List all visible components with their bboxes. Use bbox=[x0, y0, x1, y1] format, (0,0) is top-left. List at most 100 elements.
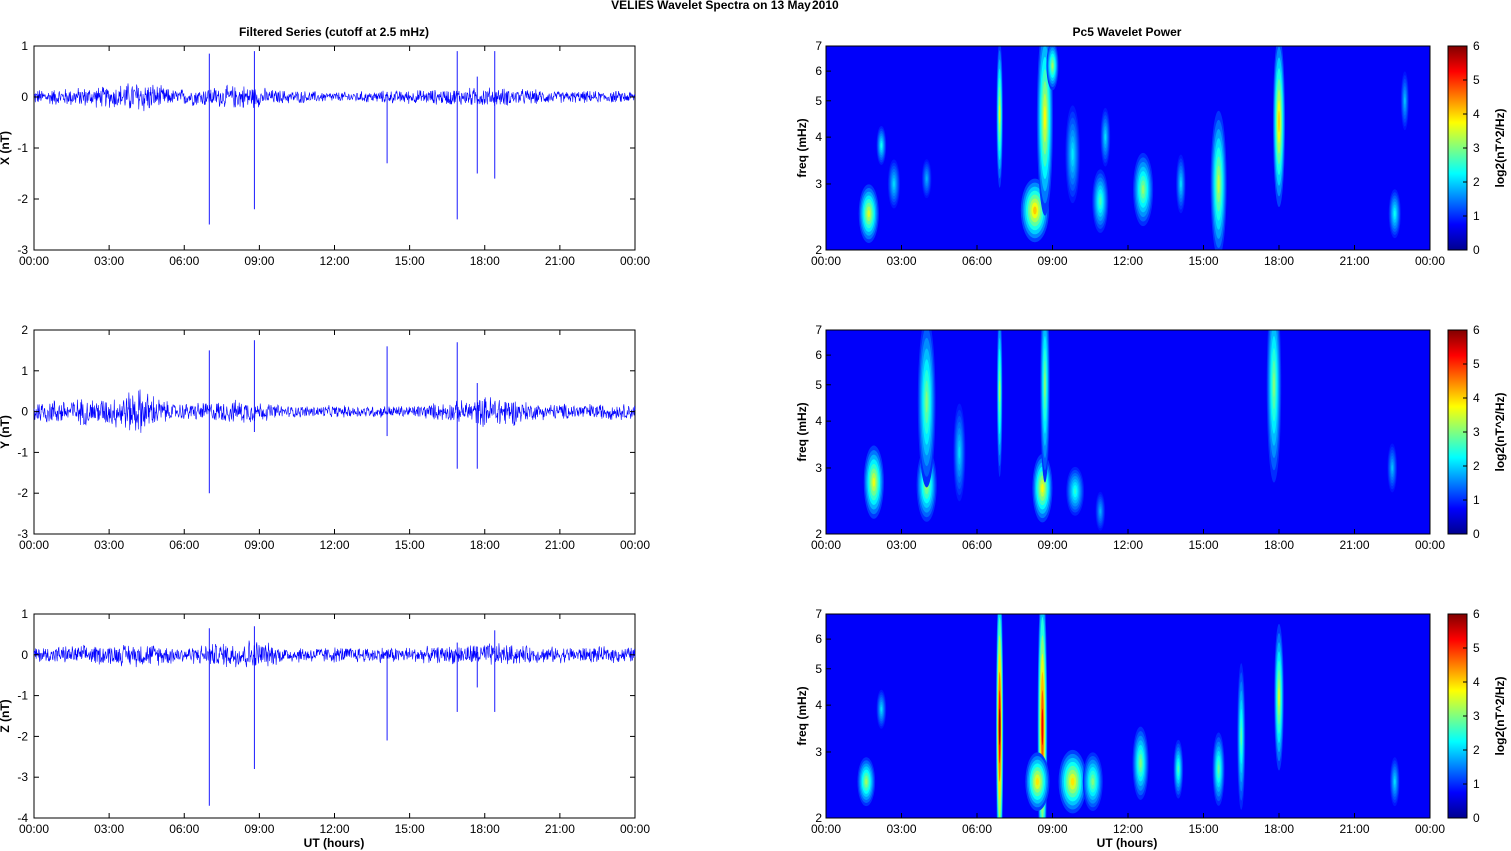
colorbar-tick-label: 3 bbox=[1473, 709, 1480, 723]
ytick-label: -2 bbox=[17, 486, 28, 500]
heatmap-blob bbox=[925, 391, 928, 413]
ytick-label: 3 bbox=[815, 177, 822, 191]
xtick-label: 00:00 bbox=[811, 538, 841, 552]
ytick-label: -2 bbox=[17, 729, 28, 743]
xtick-label: 03:00 bbox=[94, 254, 124, 268]
colorbar-tick-label: 5 bbox=[1473, 357, 1480, 371]
ytick-label: 6 bbox=[815, 632, 822, 646]
heatmap-blob bbox=[925, 176, 928, 182]
colorbar-tick-label: 2 bbox=[1473, 459, 1480, 473]
xtick-label: 00:00 bbox=[620, 538, 650, 552]
colorbar-tick-label: 6 bbox=[1473, 607, 1480, 621]
ytick-label: 7 bbox=[815, 323, 822, 337]
ytick-label: 2 bbox=[815, 811, 822, 825]
series-ylabel: X (nT) bbox=[0, 131, 12, 165]
xtick-label: 21:00 bbox=[545, 538, 575, 552]
ytick-label: -1 bbox=[17, 141, 28, 155]
heatmap-blob bbox=[1044, 372, 1046, 398]
colorbar-tick-label: 0 bbox=[1473, 811, 1480, 825]
heatmap-blob bbox=[1041, 483, 1044, 493]
heatmap-image bbox=[826, 330, 1430, 534]
xtick-label: 06:00 bbox=[169, 538, 199, 552]
colorbar-tick-label: 6 bbox=[1473, 323, 1480, 337]
heatmap-blob bbox=[1278, 110, 1280, 133]
heatmap-blob bbox=[1391, 464, 1394, 472]
xtick-label: 15:00 bbox=[1188, 822, 1218, 836]
colorbar-tick-label: 6 bbox=[1473, 39, 1480, 53]
xtick-label: 15:00 bbox=[395, 538, 425, 552]
xtick-label: 09:00 bbox=[1037, 254, 1067, 268]
colorbar-tick-label: 5 bbox=[1473, 73, 1480, 87]
heatmap-blob bbox=[1177, 765, 1180, 773]
heatmap-blob bbox=[1041, 708, 1044, 746]
xtick-label: 00:00 bbox=[19, 822, 49, 836]
xtick-label: 15:00 bbox=[1188, 254, 1218, 268]
heatmap-blob bbox=[1240, 727, 1243, 746]
series-ylabel: Y (nT) bbox=[0, 415, 12, 449]
ytick-label: 0 bbox=[21, 405, 28, 419]
heatmap-blob bbox=[865, 778, 868, 785]
colorbar-tick-label: 1 bbox=[1473, 493, 1480, 507]
xtick-label: 06:00 bbox=[169, 822, 199, 836]
heatmap-blob bbox=[958, 446, 961, 459]
ytick-label: 4 bbox=[815, 130, 822, 144]
xtick-label: 00:00 bbox=[1415, 822, 1445, 836]
heatmap-blob bbox=[1104, 133, 1107, 141]
ytick-label: 0 bbox=[21, 648, 28, 662]
xtick-label: 00:00 bbox=[19, 538, 49, 552]
xtick-label: 21:00 bbox=[1339, 538, 1369, 552]
xtick-label: 03:00 bbox=[94, 538, 124, 552]
colorbar-label: log2(nT^2/Hz) bbox=[1493, 676, 1507, 755]
xtick-label: 15:00 bbox=[395, 254, 425, 268]
heatmap-image bbox=[826, 614, 1430, 818]
xtick-label: 18:00 bbox=[470, 538, 500, 552]
heatmap-blob bbox=[998, 708, 1001, 746]
ytick-label: -4 bbox=[17, 811, 28, 825]
xtick-label: 18:00 bbox=[1264, 254, 1294, 268]
colorbar-tick-label: 3 bbox=[1473, 425, 1480, 439]
xtick-label: 12:00 bbox=[1113, 254, 1143, 268]
heatmap-blob bbox=[1404, 97, 1406, 105]
xtick-label: 09:00 bbox=[1037, 538, 1067, 552]
heatmap-blob bbox=[893, 180, 895, 188]
xtick-label: 21:00 bbox=[1339, 822, 1369, 836]
colorbar-tick-label: 3 bbox=[1473, 141, 1480, 155]
heatmap-blob bbox=[1141, 184, 1145, 195]
xtick-label: 00:00 bbox=[620, 822, 650, 836]
xtick-label: 18:00 bbox=[470, 254, 500, 268]
xtick-label: 12:00 bbox=[319, 254, 349, 268]
colorbar-tick-label: 1 bbox=[1473, 777, 1480, 791]
heatmap-blob bbox=[1043, 105, 1046, 131]
xtick-label: 03:00 bbox=[886, 538, 916, 552]
heatmap-blob bbox=[1139, 758, 1142, 768]
right-column-title: Pc5 Wavelet Power bbox=[1073, 25, 1182, 39]
heatmap-blob bbox=[1278, 688, 1280, 707]
xtick-label: 21:00 bbox=[545, 254, 575, 268]
heatmap-blob bbox=[1180, 180, 1182, 188]
xtick-label: 00:00 bbox=[620, 254, 650, 268]
xtick-label: 12:00 bbox=[319, 822, 349, 836]
colorbar-tick-label: 2 bbox=[1473, 175, 1480, 189]
ytick-label: 4 bbox=[815, 414, 822, 428]
xtick-label: 00:00 bbox=[1415, 538, 1445, 552]
heatmap-blob bbox=[1051, 62, 1054, 69]
series-trace bbox=[33, 640, 636, 668]
xtick-label: 21:00 bbox=[1339, 254, 1369, 268]
xtick-label: 06:00 bbox=[962, 254, 992, 268]
heatmap-blob bbox=[880, 143, 883, 148]
xtick-label: 00:00 bbox=[811, 822, 841, 836]
right-xlabel: UT (hours) bbox=[1097, 836, 1158, 850]
xtick-label: 06:00 bbox=[962, 822, 992, 836]
colorbar-tick-label: 0 bbox=[1473, 527, 1480, 541]
plot-frame bbox=[33, 613, 636, 819]
ytick-label: 2 bbox=[21, 323, 28, 337]
xtick-label: 09:00 bbox=[244, 822, 274, 836]
series-trace bbox=[33, 83, 636, 112]
ytick-label: 1 bbox=[21, 39, 28, 53]
heatmap-blob bbox=[1217, 174, 1220, 194]
xtick-label: 00:00 bbox=[19, 254, 49, 268]
xtick-label: 15:00 bbox=[1188, 538, 1218, 552]
